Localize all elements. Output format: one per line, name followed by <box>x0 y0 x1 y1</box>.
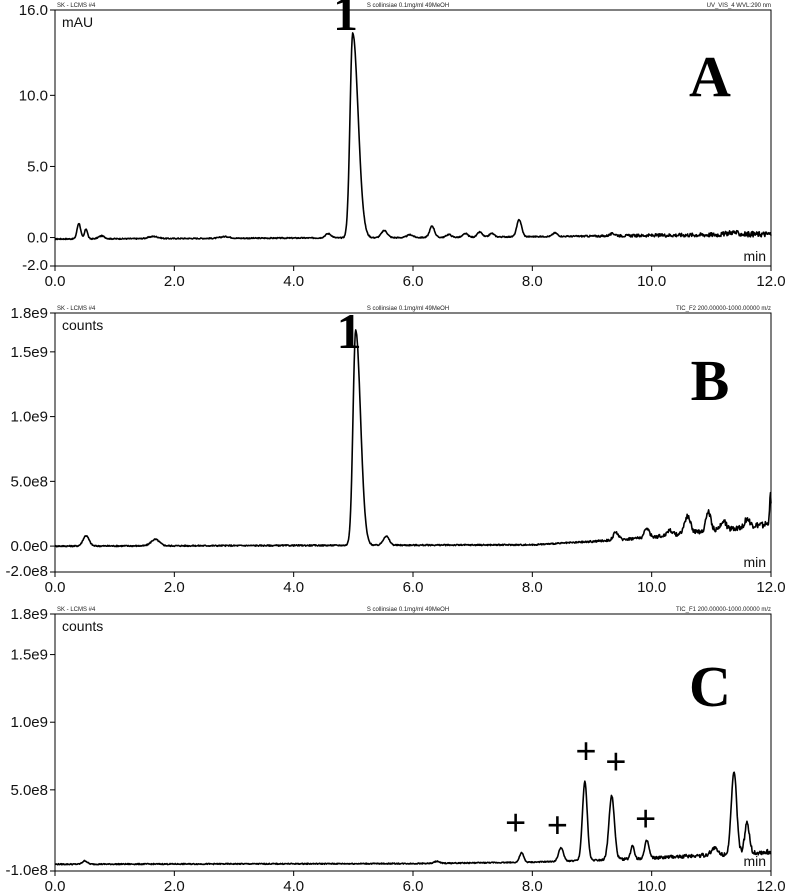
y-tick-label: 1.5e9 <box>10 647 48 664</box>
header-right: TIC_F1 200.00000-1000.00000 m/z <box>676 607 771 613</box>
x-axis-unit: min <box>743 248 766 264</box>
header-right: TIC_F2 200.00000-1000.00000 m/z <box>676 306 771 312</box>
x-tick-label: 2.0 <box>164 878 185 895</box>
peak-marker-plus: + <box>505 801 526 842</box>
y-tick-label: 5.0e8 <box>10 782 48 799</box>
y-tick-label: 5.0 <box>27 158 48 175</box>
x-tick-label: 12.0 <box>756 273 785 290</box>
chromatogram-panel-c: SK - LCMS #4 S collinsiae 0.1mg/ml 49MeOH… <box>5 606 785 895</box>
plot-frame <box>54 9 772 267</box>
x-tick-label: 6.0 <box>403 579 424 596</box>
y-axis-unit: mAU <box>62 14 93 30</box>
x-tick-label: 6.0 <box>403 273 424 290</box>
y-axis-unit: counts <box>62 618 103 634</box>
header-center: S collinsiae 0.1mg/ml 49MeOH <box>367 3 449 9</box>
x-tick-label: 10.0 <box>637 579 666 596</box>
x-tick-label: 12.0 <box>756 878 785 895</box>
peak-marker-plus: + <box>605 741 626 782</box>
peak-marker-plus: + <box>635 797 656 838</box>
x-tick-label: 0.0 <box>45 273 66 290</box>
chromatogram-trace <box>54 32 772 241</box>
x-tick-label: 4.0 <box>283 579 304 596</box>
chromatogram-panel-a: SK - LCMS #4 S collinsiae 0.1mg/ml 49MeOH… <box>19 0 786 290</box>
y-tick-label: 1.0e9 <box>10 714 48 731</box>
peak-number-label: 1 <box>337 303 362 359</box>
x-axis-unit: min <box>743 554 766 570</box>
x-tick-label: 0.0 <box>45 878 66 895</box>
peak-marker-plus: + <box>547 804 568 845</box>
x-tick-label: 8.0 <box>522 273 543 290</box>
x-tick-label: 4.0 <box>283 273 304 290</box>
x-tick-label: 6.0 <box>403 878 424 895</box>
peak-marker-plus: + <box>576 730 597 771</box>
panel-letter: B <box>691 348 730 413</box>
x-tick-label: 2.0 <box>164 273 185 290</box>
plot-frame <box>54 613 772 872</box>
y-tick-label: 1.8e9 <box>10 305 48 322</box>
plot-frame <box>54 312 772 573</box>
panel-letter: A <box>689 44 731 109</box>
y-tick-label: -1.0e8 <box>5 862 48 879</box>
x-tick-label: 8.0 <box>522 579 543 596</box>
header-left: SK - LCMS #4 <box>57 306 96 312</box>
x-tick-label: 4.0 <box>283 878 304 895</box>
y-tick-label: 0.0e0 <box>10 538 48 555</box>
y-tick-label: 10.0 <box>19 87 48 104</box>
peak-number-label: 1 <box>333 0 358 41</box>
header-center: S collinsiae 0.1mg/ml 49MeOH <box>367 306 449 312</box>
y-tick-label: -2.0e8 <box>5 563 48 580</box>
y-tick-label: 5.0e8 <box>10 473 48 490</box>
header-right: UV_VIS_4 WVL:290 nm <box>707 3 771 9</box>
x-axis-unit: min <box>743 853 766 869</box>
x-tick-label: 12.0 <box>756 579 785 596</box>
header-left: SK - LCMS #4 <box>57 3 96 9</box>
x-tick-label: 10.0 <box>637 273 666 290</box>
header-left: SK - LCMS #4 <box>57 607 96 613</box>
x-tick-label: 2.0 <box>164 579 185 596</box>
chromatogram-trace <box>54 329 772 548</box>
header-center: S collinsiae 0.1mg/ml 49MeOH <box>367 607 449 613</box>
chromatogram-panel-b: SK - LCMS #4 S collinsiae 0.1mg/ml 49MeOH… <box>5 303 785 596</box>
panel-letter: C <box>689 654 731 719</box>
y-tick-label: -2.0 <box>22 257 48 274</box>
y-axis-unit: counts <box>62 317 103 333</box>
y-tick-label: 0.0 <box>27 230 48 247</box>
chromatogram-trace <box>54 771 772 866</box>
y-tick-label: 16.0 <box>19 2 48 19</box>
y-tick-label: 1.5e9 <box>10 344 48 361</box>
y-tick-label: 1.0e9 <box>10 409 48 426</box>
x-tick-label: 8.0 <box>522 878 543 895</box>
x-tick-label: 0.0 <box>45 579 66 596</box>
x-tick-label: 10.0 <box>637 878 666 895</box>
y-tick-label: 1.8e9 <box>10 606 48 623</box>
